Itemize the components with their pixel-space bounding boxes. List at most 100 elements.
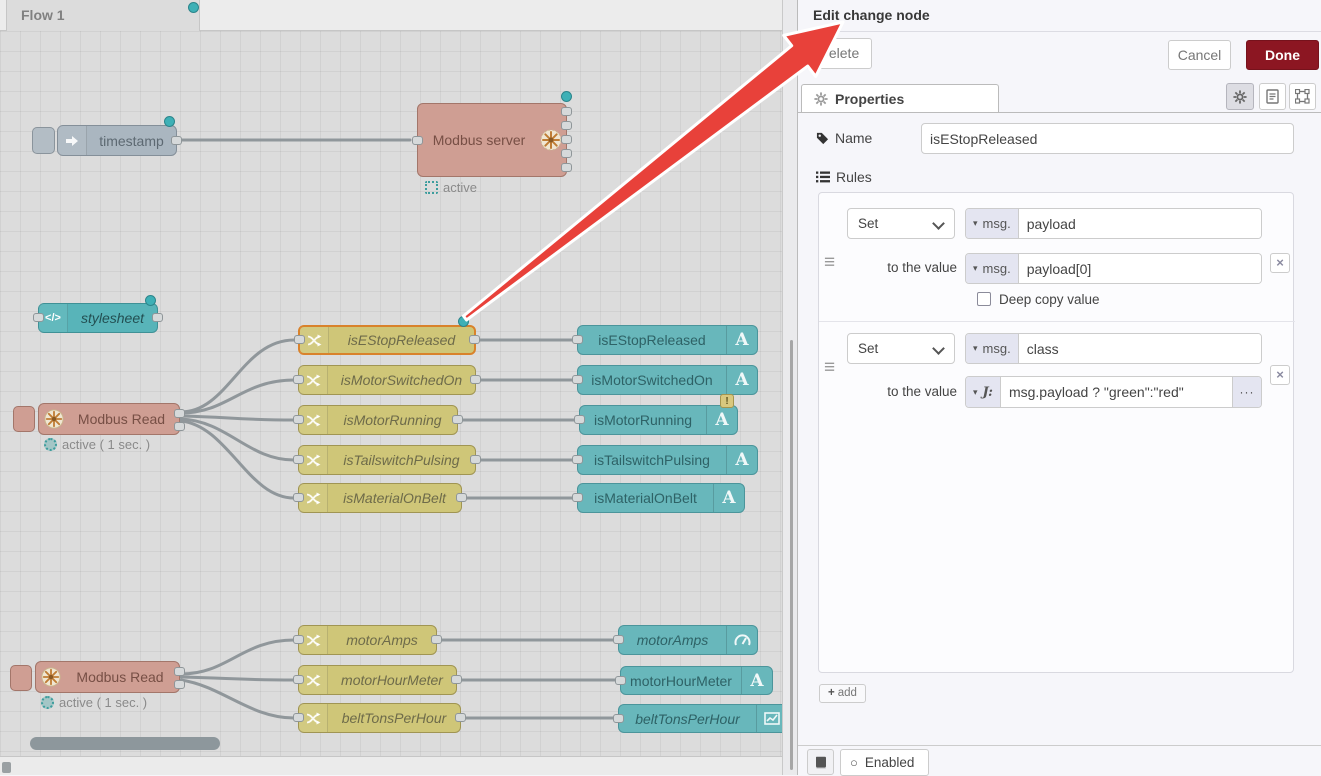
- input-port[interactable]: [574, 415, 585, 424]
- rule1-delete-button[interactable]: ×: [1270, 253, 1290, 273]
- node-modbus-read-top[interactable]: Modbus Read: [38, 403, 185, 435]
- input-port[interactable]: [572, 335, 583, 344]
- done-button[interactable]: Done: [1246, 40, 1319, 70]
- input-port[interactable]: [615, 675, 626, 685]
- node-change-istailswitchpulsing[interactable]: isTailswitchPulsing: [293, 445, 481, 475]
- input-port[interactable]: [293, 713, 304, 722]
- output-port[interactable]: [431, 635, 442, 644]
- output-port[interactable]: [452, 415, 463, 424]
- delete-button[interactable]: Delete: [806, 38, 872, 69]
- inject-button[interactable]: [32, 127, 55, 154]
- modbus-read-button[interactable]: [13, 406, 35, 432]
- node-text-ismaterialonbelt[interactable]: isMaterialOnBelt A: [572, 483, 745, 513]
- node-change-ismotorrunning[interactable]: isMotorRunning: [293, 405, 463, 435]
- enabled-toggle-button[interactable]: ○ Enabled: [840, 749, 929, 776]
- node-text-istailswitchpulsing[interactable]: isTailswitchPulsing A: [572, 445, 758, 475]
- add-rule-button[interactable]: + add: [819, 684, 866, 703]
- rule2-property-typedinput[interactable]: ▾ msg.: [965, 333, 1262, 364]
- node-label: Modbus Read: [77, 411, 166, 427]
- rule2-delete-button[interactable]: ×: [1270, 365, 1290, 385]
- output-port-1[interactable]: [561, 107, 572, 116]
- node-change-ismaterialonbelt[interactable]: isMaterialOnBelt: [293, 483, 467, 513]
- output-port[interactable]: [171, 135, 182, 145]
- input-port[interactable]: [293, 675, 304, 684]
- input-port[interactable]: [294, 335, 305, 344]
- input-port[interactable]: [572, 493, 583, 502]
- tab-properties[interactable]: Properties: [801, 84, 999, 113]
- node-change-ismotorswitchedon[interactable]: isMotorSwitchedOn: [293, 365, 481, 395]
- output-port-2[interactable]: [561, 121, 572, 130]
- name-input[interactable]: [921, 123, 1294, 154]
- chevron-down-icon: [932, 217, 945, 230]
- vertical-scrollbar[interactable]: [790, 340, 793, 770]
- input-port[interactable]: [293, 635, 304, 644]
- flow-tab[interactable]: Flow 1: [6, 0, 200, 31]
- rule2-expression-input[interactable]: [1000, 377, 1232, 407]
- input-port[interactable]: [412, 136, 423, 145]
- output-port[interactable]: [470, 455, 481, 464]
- node-stylesheet[interactable]: </> stylesheet: [33, 303, 163, 333]
- modbus-read-button[interactable]: [10, 665, 32, 691]
- node-properties-icon-button[interactable]: [1226, 83, 1254, 110]
- description-icon-button[interactable]: [1259, 83, 1286, 110]
- cancel-button[interactable]: Cancel: [1168, 40, 1231, 70]
- node-text-isestopreleased[interactable]: isEStopReleased A: [572, 325, 758, 355]
- node-chart-belttonsperhour[interactable]: beltTonsPerHour: [613, 704, 782, 733]
- node-help-button[interactable]: [807, 749, 834, 775]
- rule1-value-type[interactable]: ▾ msg.: [966, 254, 1019, 283]
- input-port[interactable]: [293, 493, 304, 502]
- node-change-motoramps[interactable]: motorAmps: [293, 625, 442, 655]
- rule2-action-select[interactable]: Set: [847, 333, 955, 364]
- input-port[interactable]: [33, 313, 44, 322]
- rule2-value-typedinput[interactable]: ▾ J: ···: [965, 376, 1262, 408]
- output-port-3[interactable]: [561, 135, 572, 144]
- node-change-belttonsperhour[interactable]: beltTonsPerHour: [293, 703, 466, 733]
- rule2-property-type[interactable]: ▾ msg.: [966, 334, 1019, 363]
- flow-canvas[interactable]: Flow 1 timestamp Modbus server active: [0, 0, 782, 775]
- rule1-drag-handle[interactable]: ≡: [824, 252, 836, 273]
- input-port[interactable]: [293, 415, 304, 424]
- node-change-motorhourmeter[interactable]: motorHourMeter: [293, 665, 462, 695]
- output-port-2[interactable]: [174, 680, 185, 689]
- input-port[interactable]: [293, 455, 304, 464]
- output-port[interactable]: [455, 713, 466, 722]
- output-port-1[interactable]: [174, 667, 185, 676]
- horizontal-scrollbar[interactable]: [30, 737, 220, 750]
- rule2-drag-handle[interactable]: ≡: [824, 357, 836, 378]
- output-port-1[interactable]: [174, 409, 185, 418]
- node-inject-timestamp[interactable]: timestamp: [57, 125, 182, 156]
- appearance-icon-button[interactable]: [1289, 83, 1316, 110]
- rule1-property-typedinput[interactable]: ▾ msg.: [965, 208, 1262, 239]
- output-port-5[interactable]: [561, 163, 572, 172]
- node-modbus-read-bottom[interactable]: Modbus Read: [35, 661, 185, 693]
- output-port[interactable]: [451, 675, 462, 684]
- node-change-isestopreleased[interactable]: isEStopReleased: [294, 325, 480, 355]
- output-port-2[interactable]: [174, 422, 185, 431]
- rule1-action-select[interactable]: Set: [847, 208, 955, 239]
- node-modbus-server[interactable]: Modbus server: [412, 103, 572, 177]
- output-port[interactable]: [456, 493, 467, 502]
- rule2-value-type-jsonata[interactable]: ▾ J:: [966, 377, 1001, 407]
- rule2-property-input[interactable]: [1018, 334, 1261, 363]
- output-port[interactable]: [470, 375, 481, 384]
- expression-editor-button[interactable]: ···: [1232, 377, 1261, 407]
- input-port[interactable]: [572, 375, 583, 384]
- node-gauge-motoramps[interactable]: motorAmps: [613, 625, 758, 655]
- rule1-value-typedinput[interactable]: ▾ msg.: [965, 253, 1262, 284]
- output-port-4[interactable]: [561, 149, 572, 158]
- tray-resize-grip[interactable]: [782, 0, 797, 775]
- deep-copy-checkbox[interactable]: [977, 292, 991, 306]
- rule1-property-input[interactable]: [1018, 209, 1261, 238]
- input-port[interactable]: [613, 635, 624, 644]
- rule1-value-input[interactable]: [1018, 254, 1261, 283]
- input-port[interactable]: [613, 713, 624, 723]
- output-port[interactable]: [152, 313, 163, 322]
- node-text-motorhourmeter[interactable]: motorHourMeter A: [615, 666, 773, 695]
- rule1-property-type[interactable]: ▾ msg.: [966, 209, 1019, 238]
- node-text-ismotorrunning[interactable]: isMotorRunning A: [574, 405, 738, 435]
- input-port[interactable]: [293, 375, 304, 384]
- input-port[interactable]: [572, 455, 583, 464]
- node-text-ismotorswitchedon[interactable]: isMotorSwitchedOn A: [572, 365, 758, 395]
- output-port[interactable]: [469, 335, 480, 344]
- node-label: isEStopReleased: [347, 332, 456, 348]
